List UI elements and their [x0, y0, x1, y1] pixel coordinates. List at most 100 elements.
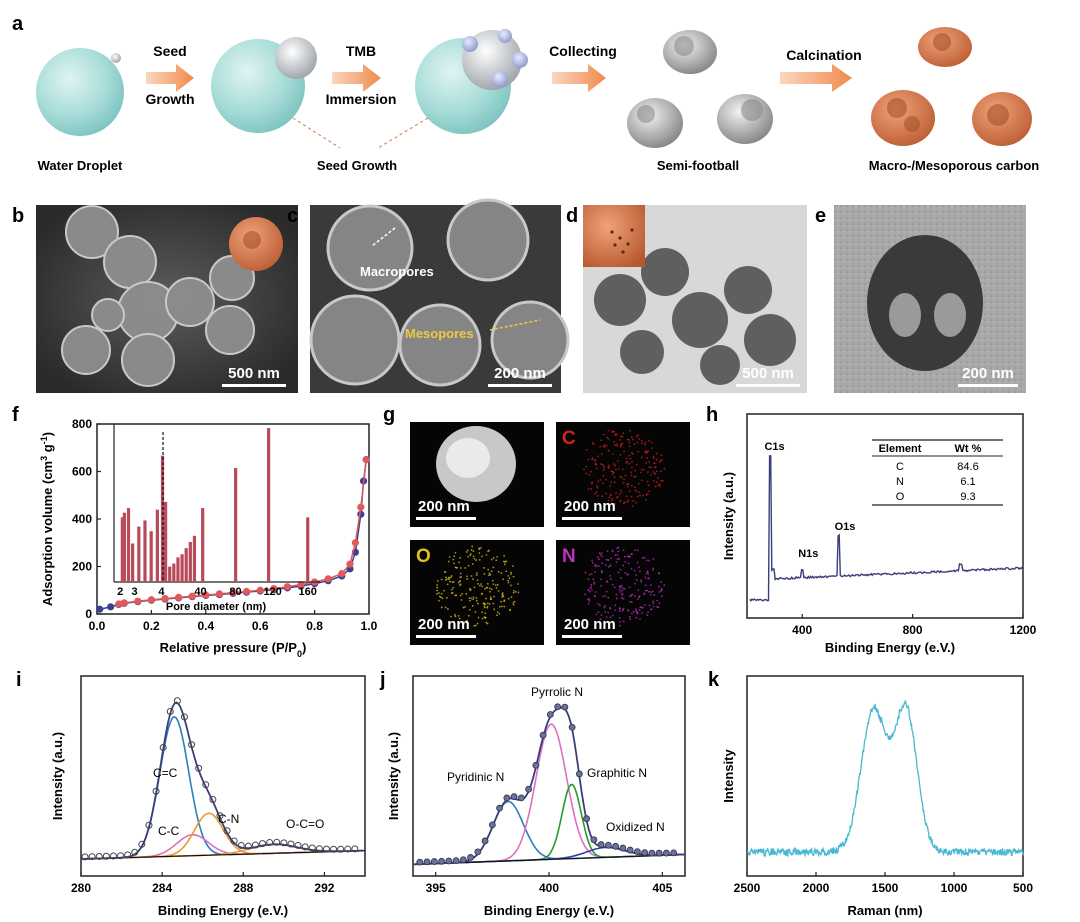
inset-tick-label: 160 — [298, 586, 316, 598]
x-tick-label: 2000 — [803, 881, 830, 895]
table-rows: C 84.6N 6.1O 9.3 — [896, 461, 979, 503]
panel-label-g: g — [383, 404, 395, 426]
inset-tick-label: 120 — [263, 586, 281, 598]
ylabel-h: Intensity (a.u.) — [721, 472, 736, 560]
peak-label: C1s — [764, 441, 784, 453]
isotherm-point — [243, 588, 250, 595]
raw-data-point — [649, 850, 655, 856]
panel-label-a: a — [12, 13, 24, 35]
inset-tick-label: 2 — [117, 586, 123, 598]
raw-data-point — [598, 842, 604, 848]
seed-growth-sphere-2 — [415, 29, 528, 134]
raw-data-point — [576, 771, 582, 777]
table-cell-element: O — [896, 491, 905, 503]
ylabel-f: Adsorption volume (cm3 g-1) — [39, 432, 55, 606]
raw-data-point — [663, 850, 669, 856]
label-mesopores: Mesopores — [405, 326, 474, 341]
panel-label-i: i — [16, 669, 22, 691]
x-tick-label: 0.0 — [89, 619, 106, 633]
xlabel-j: Binding Energy (e.V.) — [484, 903, 614, 918]
isotherm-point — [96, 606, 103, 613]
scale-bar-d: 500 nm — [742, 365, 794, 382]
raw-data-point — [475, 849, 481, 855]
inset-bar — [156, 510, 159, 582]
eds-scale-bar: 200 nm — [564, 498, 616, 515]
x-tick-label: 400 — [539, 881, 559, 895]
inset-bar — [137, 527, 140, 582]
water-droplet-sphere — [36, 48, 124, 136]
raw-data-point — [482, 838, 488, 844]
inset-tick-label: 80 — [229, 586, 241, 598]
raw-data-point — [634, 849, 640, 855]
panel-e: e 200 nm — [815, 205, 1026, 393]
isotherm-point — [338, 570, 345, 577]
x-tick-label: 2500 — [734, 881, 761, 895]
component-label: C=C — [153, 766, 178, 780]
x-tick-label: 395 — [426, 881, 446, 895]
panel-label-b: b — [12, 205, 24, 227]
mesoporous-carbon-particles — [871, 27, 1032, 146]
panel-f: f 0.0 0.2 0.4 0.6 0.8 1.0 0 200 400 600 800 2 3 4 40 8… — [12, 404, 378, 659]
inset-ticks: 2 3 4 40 80 120 160 — [117, 432, 317, 598]
xps-c1s-plot: C=CC-CC-N O-C=O — [81, 698, 365, 860]
plot-frame-i — [81, 676, 365, 876]
x-tick-label: 800 — [903, 623, 923, 637]
raw-data-point — [671, 850, 677, 856]
inset-bar — [168, 567, 171, 582]
seed-growth-sphere-1 — [211, 37, 317, 133]
panel-a: a — [12, 13, 1039, 173]
x-tick-label: 1200 — [1010, 623, 1037, 637]
table-cell-element: N — [896, 476, 904, 488]
x-tick-label: 0.4 — [197, 619, 214, 633]
x-tick-label: 405 — [652, 881, 672, 895]
raw-data-point — [569, 724, 575, 730]
raw-data-point — [504, 795, 510, 801]
x-tick-label: 0.8 — [306, 619, 323, 633]
raw-data-point — [518, 795, 524, 801]
isotherm-point — [134, 598, 141, 605]
eds-tile-C: C200 nm — [556, 422, 690, 527]
arrow-seed-growth — [146, 64, 194, 92]
element-table: Element Wt % C 84.6N 6.1O 9.3 — [872, 440, 1003, 505]
table-cell-element: C — [896, 461, 904, 473]
peak-labels-h: C1s N1s O1s — [764, 441, 855, 560]
raw-data-point — [591, 837, 597, 843]
table-header-element: Element — [879, 443, 922, 455]
eds-element-label: O — [416, 546, 431, 567]
raw-data-point — [468, 854, 474, 860]
panel-label-f: f — [12, 404, 19, 426]
raw-data-point — [555, 704, 561, 710]
raw-data-point — [417, 859, 423, 865]
isotherm-point — [284, 583, 291, 590]
envelope-line — [413, 708, 685, 865]
component-label: Graphitic N — [587, 766, 647, 780]
x-tick-label: 1000 — [941, 881, 968, 895]
inset-bar — [123, 513, 126, 582]
raw-data-point — [627, 847, 633, 853]
step-4-top: Calcination — [786, 47, 861, 63]
panel-j: j Pyridinic NPyrrolic NGraphitic NOxidiz… — [379, 669, 685, 918]
arrow-calcination — [780, 64, 852, 92]
table-cell-wt: 84.6 — [957, 461, 978, 473]
inset-bar — [306, 517, 309, 582]
xps-n1s-plot: Pyridinic N Pyrrolic N Graphitic N Oxidized… — [413, 685, 685, 865]
raw-data-point — [620, 845, 626, 851]
component-label: C-N — [218, 812, 239, 826]
isotherm-point — [363, 456, 370, 463]
isotherm-point — [115, 600, 122, 607]
eds-tiles: 200 nmC200 nmO200 nmN200 nm — [410, 422, 690, 645]
inset-bar — [234, 468, 237, 582]
panel-b: b 500 nm — [12, 205, 298, 393]
peak-label: O1s — [835, 521, 856, 533]
isotherm-point — [325, 575, 332, 582]
caption-seed-growth: Seed Growth — [317, 158, 397, 173]
scale-bar-e: 200 nm — [962, 365, 1014, 382]
ylabel-k: Intensity — [721, 749, 736, 803]
component-label: C-C — [158, 824, 180, 838]
raw-data-point — [656, 850, 662, 856]
x-tick-label: 400 — [792, 623, 812, 637]
step-3-top: Collecting — [549, 43, 617, 59]
caption-water-droplet: Water Droplet — [38, 158, 123, 173]
x-tick-label: 284 — [152, 881, 172, 895]
isotherm-point — [352, 539, 359, 546]
